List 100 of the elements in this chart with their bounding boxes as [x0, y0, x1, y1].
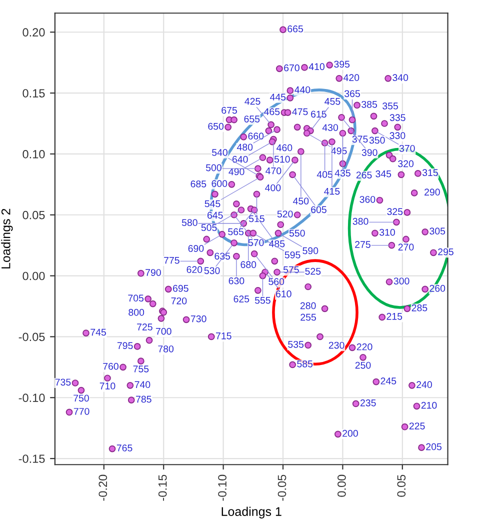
annotation: 645: [207, 212, 223, 219]
y-tick-label: 0.15: [22, 89, 45, 98]
annotation: 335: [390, 114, 406, 122]
annotation: 285: [412, 304, 428, 312]
annotation: 470: [266, 167, 282, 174]
y-tick-label: -0.10: [18, 394, 45, 402]
annotation: 290: [424, 188, 440, 196]
annotation: 535: [288, 340, 304, 348]
y-tick-label: 0.00: [22, 272, 45, 280]
annotation: 465: [264, 108, 280, 116]
annotation: 480: [236, 144, 253, 151]
annotation: 560: [268, 278, 284, 286]
annotation: 615: [311, 110, 326, 118]
annotation: 705: [128, 294, 144, 302]
annotation: 485: [269, 240, 285, 248]
annotation: 275: [355, 241, 370, 248]
annotation: 600: [212, 180, 228, 188]
annotation: 780: [158, 345, 174, 352]
annotation: 550: [289, 230, 305, 237]
annotation: 310: [379, 228, 395, 236]
annotation: 420: [344, 74, 360, 82]
annotation: 590: [302, 247, 318, 254]
annotation: 790: [146, 269, 161, 276]
annotation: 425: [244, 98, 260, 105]
annotation: 340: [392, 74, 408, 82]
annotation: 555: [254, 296, 270, 304]
annotation: 350: [369, 136, 385, 144]
annotation: 530: [204, 267, 220, 274]
annotation: 455: [324, 98, 340, 105]
annotation: 220: [356, 343, 372, 350]
annotation: 795: [117, 342, 133, 350]
annotation: 685: [190, 180, 206, 188]
annotation: 710: [100, 382, 116, 390]
annotation: 325: [387, 208, 403, 216]
annotation: 270: [398, 244, 414, 251]
x-tick-label: 0.00: [338, 474, 346, 497]
x-tick-label: 0.05: [397, 474, 406, 497]
y-axis-title: Loadings 2: [1, 208, 13, 268]
annotation: 760: [103, 362, 118, 370]
annotation: 625: [234, 296, 250, 302]
annotation: 800: [128, 308, 144, 316]
annotation: 735: [55, 378, 71, 386]
annotation: 200: [342, 430, 358, 437]
annotation: 595: [284, 251, 300, 258]
annotation: 680: [240, 261, 256, 268]
annotation: 345: [376, 170, 392, 178]
annotation: 750: [74, 394, 89, 402]
annotation: 640: [232, 156, 248, 163]
annotation: 385: [362, 100, 378, 108]
annotation: 295: [438, 248, 454, 256]
annotation: 515: [249, 215, 264, 222]
annotation: 445: [270, 94, 286, 101]
annotation: 265: [356, 172, 372, 178]
y-tick-label: 0.20: [22, 28, 45, 37]
annotation: 730: [190, 315, 206, 322]
annotation: 330: [390, 132, 406, 140]
y-tick-label: 0.10: [22, 150, 45, 158]
annotation: 505: [201, 224, 217, 232]
annotation: 765: [116, 444, 132, 452]
annotation: 400: [265, 184, 281, 192]
annotation: 665: [288, 25, 303, 32]
annotation: 785: [136, 396, 152, 403]
y-tick-label: -0.05: [18, 332, 45, 342]
annotation: 755: [133, 366, 149, 372]
annotation: 255: [300, 314, 316, 321]
annotation: 570: [248, 239, 264, 246]
annotation: 490: [228, 168, 244, 176]
annotation: 250: [355, 362, 371, 369]
annotation: 380: [352, 218, 368, 225]
annotation: 725: [137, 324, 152, 330]
annotation: 260: [430, 284, 446, 292]
annotation: 745: [90, 328, 106, 336]
annotation: 460: [276, 144, 292, 152]
annotation: 365: [344, 90, 360, 98]
annotation: 675: [222, 106, 237, 114]
annotation: 430: [322, 124, 338, 131]
annotation: 215: [386, 312, 402, 320]
annotation: 655: [244, 116, 260, 122]
annotation: 360: [360, 196, 376, 203]
annotation: 510: [274, 156, 290, 163]
annotation: 650: [208, 122, 224, 130]
annotation: 605: [311, 206, 326, 214]
annotation: 205: [426, 443, 442, 450]
annotation: 565: [228, 228, 244, 236]
annotation: 225: [409, 422, 425, 430]
annotation: 635: [214, 252, 230, 260]
annotation: 440: [294, 86, 310, 94]
annotation: 720: [171, 297, 187, 304]
annotation: 405: [316, 171, 332, 178]
annotation: 620: [186, 266, 202, 274]
x-tick-label: -0.20: [98, 474, 108, 501]
y-tick-label: 0.05: [22, 210, 45, 220]
x-tick-label: -0.15: [158, 474, 167, 501]
annotation: 370: [399, 144, 415, 152]
annotation: 320: [398, 160, 414, 168]
annotation: 660: [248, 132, 264, 140]
annotation: 775: [164, 256, 180, 264]
annotation: 690: [188, 245, 204, 252]
annotation: 770: [74, 408, 90, 415]
annotation: 585: [297, 360, 313, 368]
